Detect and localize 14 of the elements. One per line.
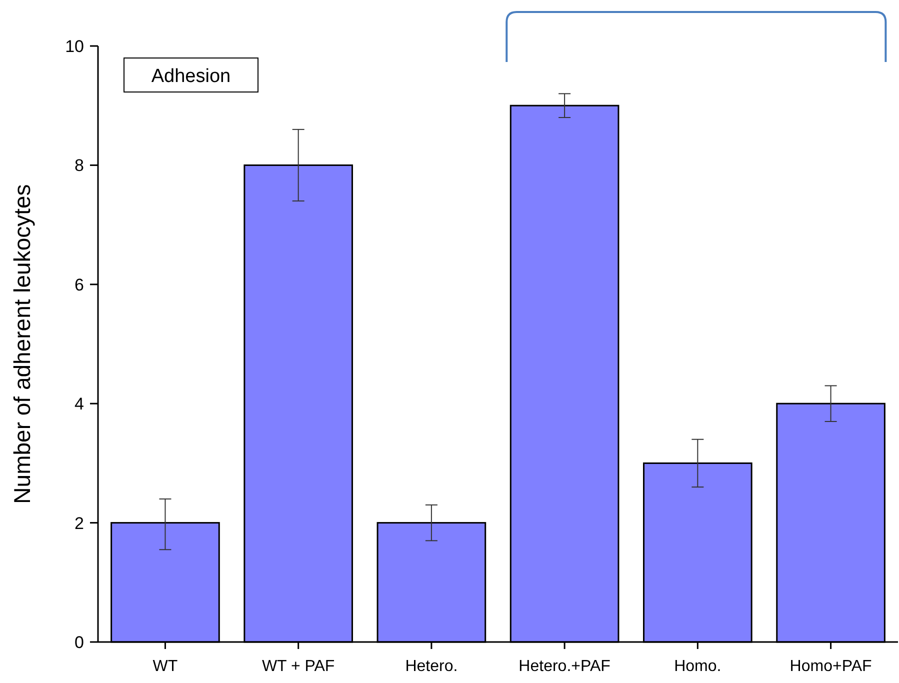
y-tick-label: 10 (65, 36, 84, 56)
y-tick-label: 8 (74, 156, 84, 176)
x-tick-label: Hetero. (405, 658, 458, 675)
x-tick-label: Homo+PAF (790, 658, 872, 675)
y-tick-label: 2 (74, 514, 84, 533)
text: Adhesion (151, 66, 231, 87)
y-axis-title: Number of adherent leukocytes (9, 184, 35, 504)
x-tick-label: WT + PAF (262, 658, 335, 675)
x-tick-label: Hetero.+PAF (518, 658, 611, 675)
y-tick-label: 0 (74, 632, 84, 652)
x-tick-label: Homo. (674, 658, 722, 675)
y-tick-label: 6 (74, 275, 84, 294)
y-tick-label: 4 (74, 394, 84, 414)
x-tick-label: WT (152, 658, 178, 675)
